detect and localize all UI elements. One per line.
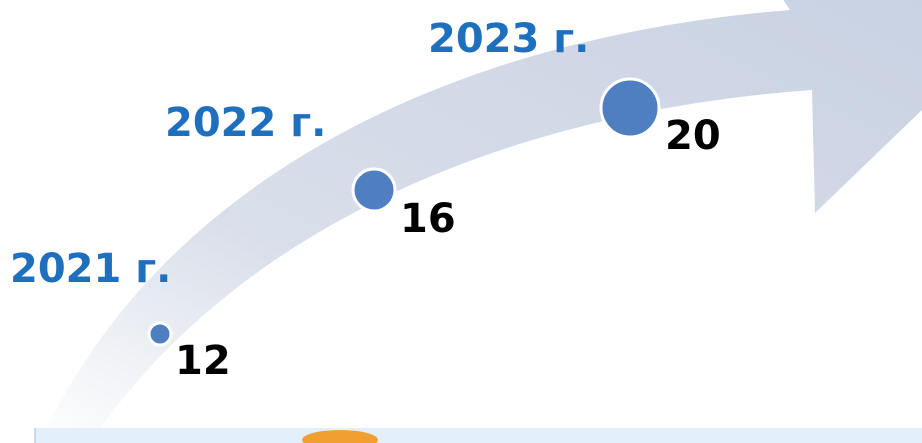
infographic: 2021 г. 2022 г. 2023 г. 12 16 20	[0, 0, 922, 443]
value-label: 20	[665, 113, 721, 159]
value-label: 12	[175, 338, 231, 384]
year-label: 2021 г.	[10, 246, 171, 292]
value-label: 16	[400, 196, 456, 242]
bottom-strip	[35, 428, 922, 443]
page: 2021 г. 2022 г. 2023 г. 12 16 20 (() => …	[0, 0, 922, 443]
point-marker	[149, 323, 171, 345]
growth-arrow	[40, 0, 922, 443]
point-marker	[353, 169, 395, 211]
point-marker	[601, 79, 659, 137]
year-label: 2023 г.	[428, 16, 589, 62]
year-label: 2022 г.	[165, 100, 326, 146]
